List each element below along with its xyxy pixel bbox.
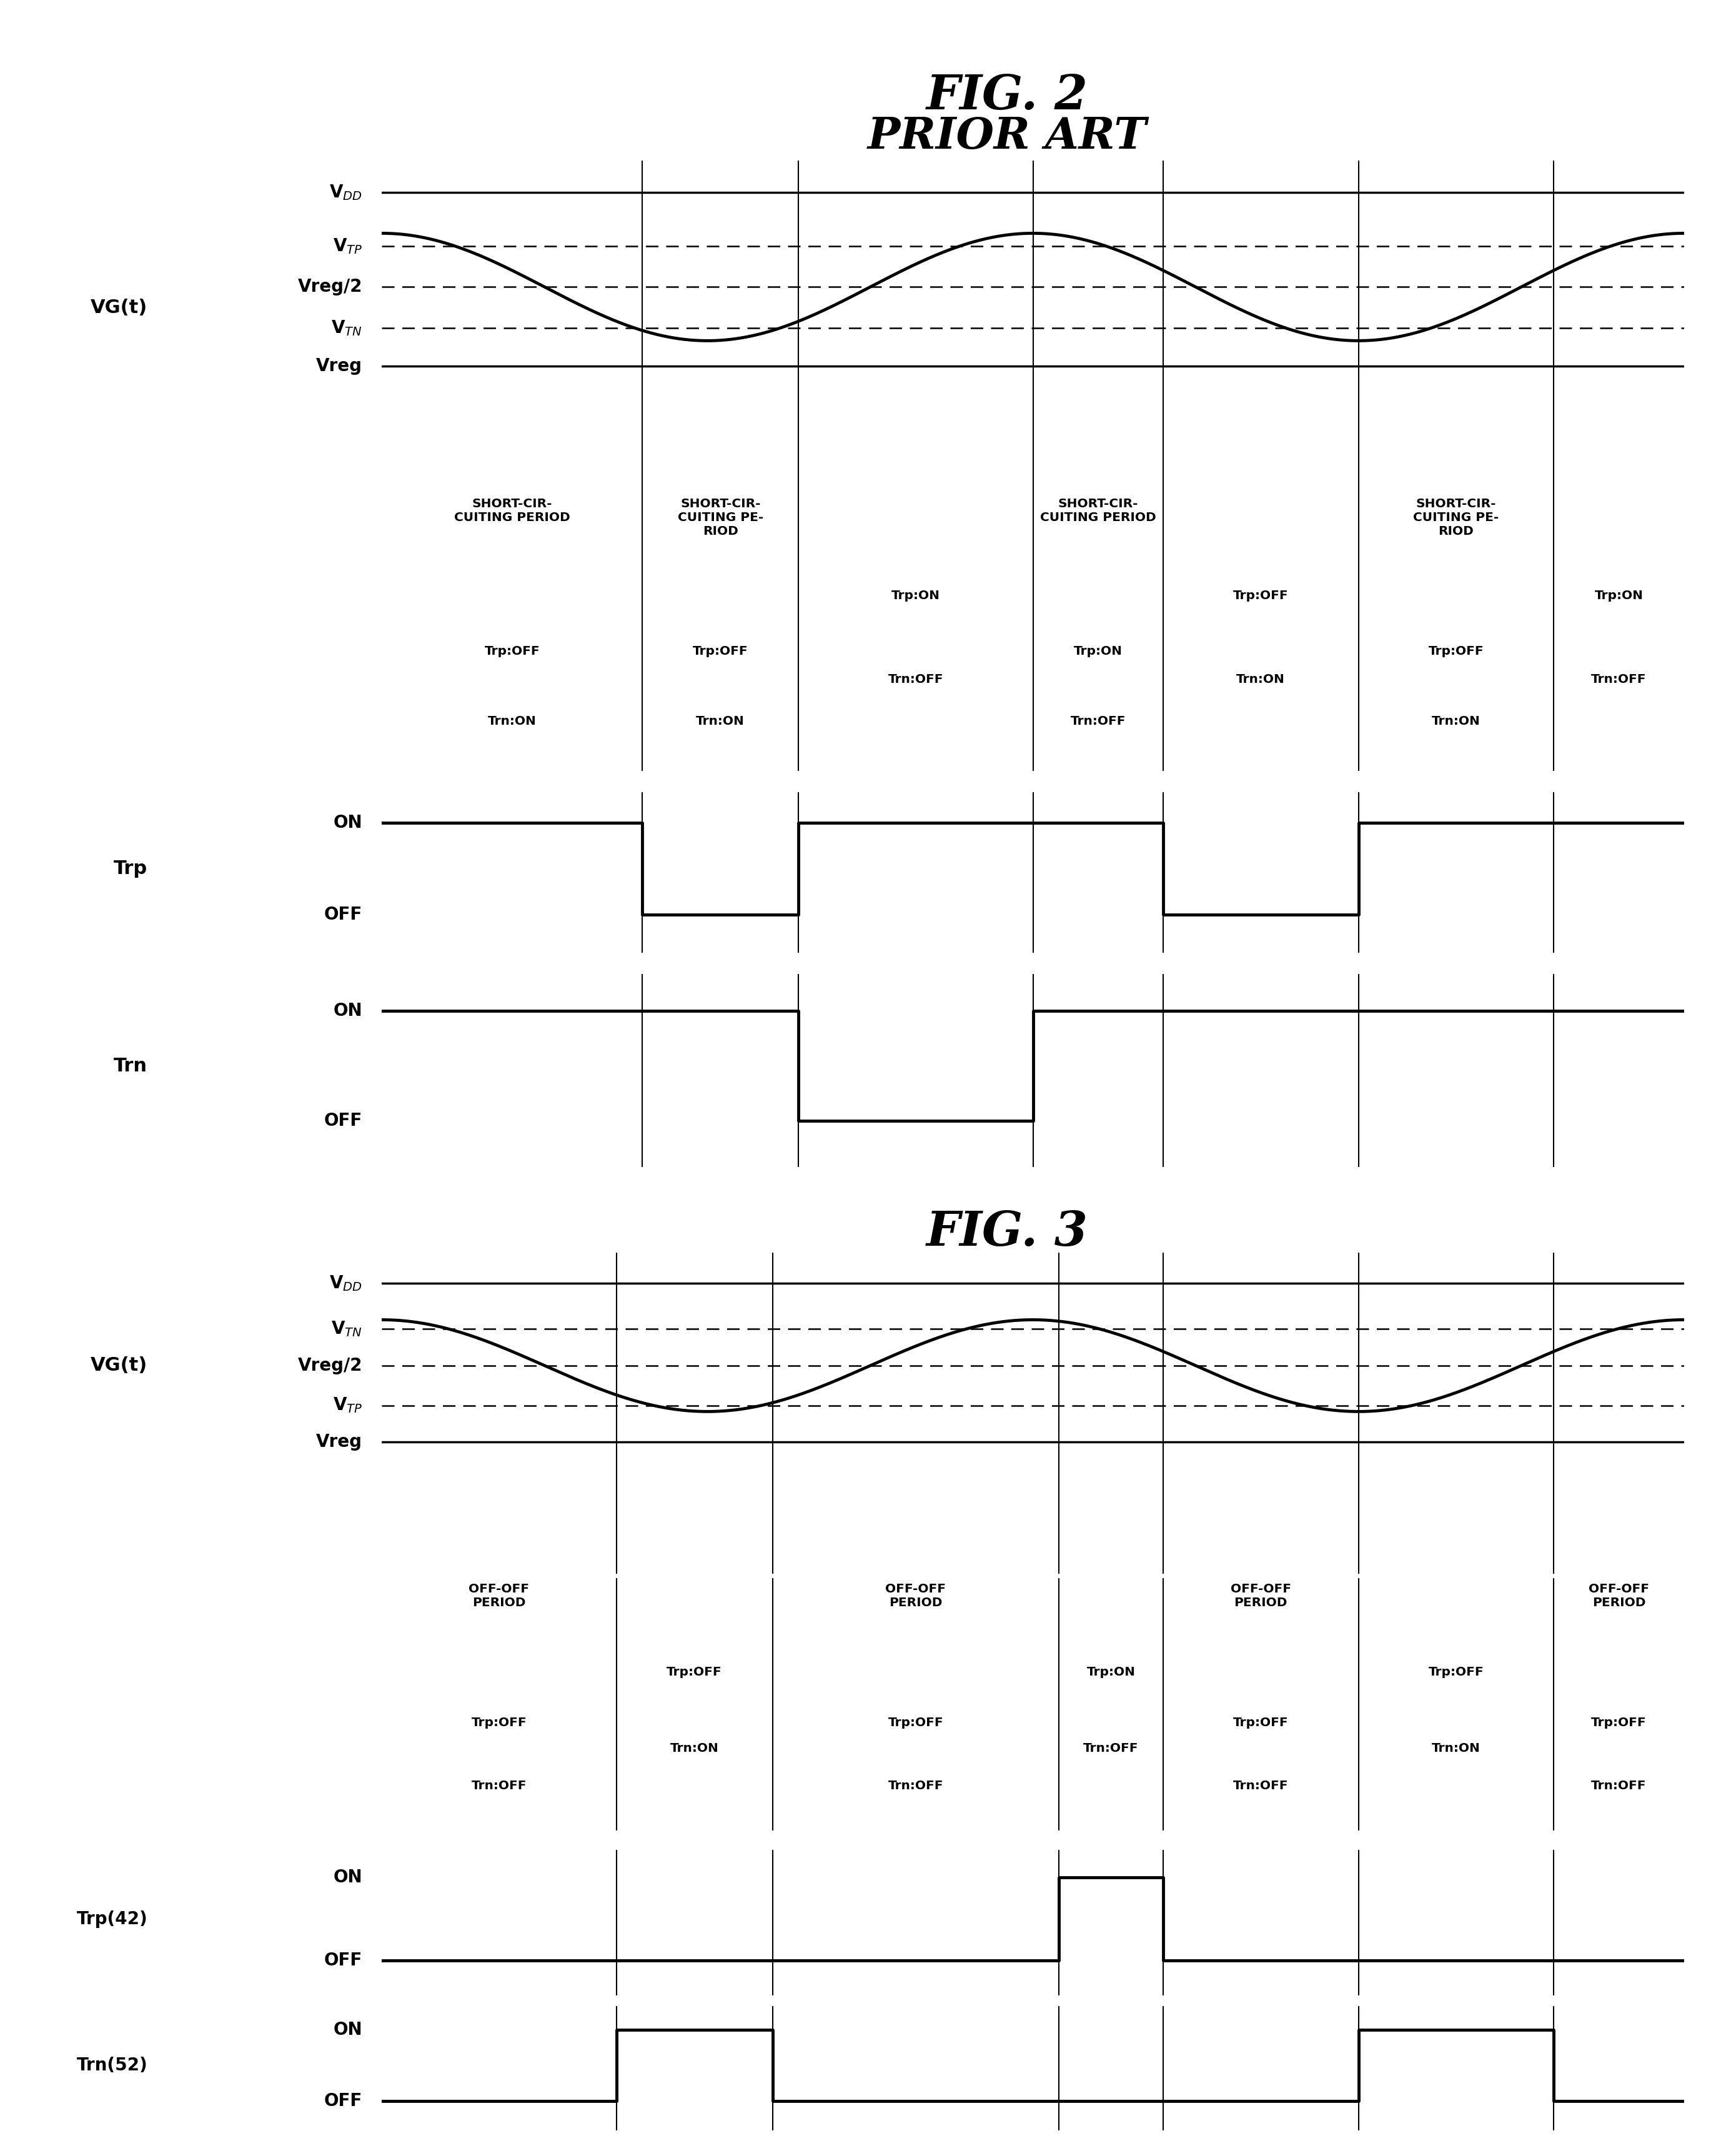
- Text: Trp(42): Trp(42): [76, 1910, 148, 1927]
- Text: SHORT-CIR-
CUITING PE-
RIOD: SHORT-CIR- CUITING PE- RIOD: [677, 499, 764, 537]
- Text: Trp:ON: Trp:ON: [1594, 589, 1644, 602]
- Text: OFF-OFF
PERIOD: OFF-OFF PERIOD: [1231, 1582, 1292, 1608]
- Text: Trp:OFF: Trp:OFF: [1233, 589, 1288, 602]
- Text: Trn:OFF: Trn:OFF: [1592, 1779, 1646, 1792]
- Text: Trp:OFF: Trp:OFF: [1429, 647, 1484, 657]
- Text: OFF: OFF: [325, 1111, 363, 1130]
- Text: OFF: OFF: [325, 1953, 363, 1970]
- Text: Trn(52): Trn(52): [76, 2058, 148, 2075]
- Text: Trn:OFF: Trn:OFF: [1083, 1743, 1139, 1753]
- Text: SHORT-CIR-
CUITING PE-
RIOD: SHORT-CIR- CUITING PE- RIOD: [1413, 499, 1498, 537]
- Text: Trn:OFF: Trn:OFF: [889, 1779, 943, 1792]
- Text: Trn:OFF: Trn:OFF: [472, 1779, 526, 1792]
- Text: ON: ON: [333, 2021, 363, 2038]
- Text: V$_{TP}$: V$_{TP}$: [333, 238, 363, 255]
- Text: Trn:ON: Trn:ON: [1432, 715, 1481, 728]
- Text: Trp: Trp: [115, 859, 148, 878]
- Text: SHORT-CIR-
CUITING PERIOD: SHORT-CIR- CUITING PERIOD: [1040, 499, 1156, 525]
- Text: ON: ON: [333, 814, 363, 831]
- Text: ON: ON: [333, 1002, 363, 1019]
- Text: Trp:OFF: Trp:OFF: [693, 647, 748, 657]
- Text: V$_{DD}$: V$_{DD}$: [330, 1274, 363, 1293]
- Text: Trn:ON: Trn:ON: [1236, 672, 1285, 685]
- Text: Trn:OFF: Trn:OFF: [1592, 672, 1646, 685]
- Text: V$_{TP}$: V$_{TP}$: [333, 1396, 363, 1415]
- Text: PRIOR ART: PRIOR ART: [868, 116, 1146, 158]
- Text: Trp:OFF: Trp:OFF: [889, 1717, 943, 1728]
- Text: Vreg/2: Vreg/2: [299, 278, 363, 295]
- Text: V$_{TN}$: V$_{TN}$: [332, 319, 363, 338]
- Text: Trp:OFF: Trp:OFF: [472, 1717, 526, 1728]
- Text: V$_{TN}$: V$_{TN}$: [332, 1319, 363, 1338]
- Text: OFF: OFF: [325, 2092, 363, 2109]
- Text: FIG. 3: FIG. 3: [925, 1210, 1088, 1257]
- Text: OFF-OFF
PERIOD: OFF-OFF PERIOD: [885, 1582, 946, 1608]
- Text: Trn:ON: Trn:ON: [696, 715, 745, 728]
- Text: Trn:OFF: Trn:OFF: [889, 672, 943, 685]
- Text: Trp:ON: Trp:ON: [1073, 647, 1123, 657]
- Text: Trp:OFF: Trp:OFF: [1592, 1717, 1646, 1728]
- Text: ON: ON: [333, 1869, 363, 1886]
- Text: Trn:OFF: Trn:OFF: [1071, 715, 1125, 728]
- Text: Trp:OFF: Trp:OFF: [484, 647, 540, 657]
- Text: Trp:ON: Trp:ON: [1087, 1666, 1135, 1679]
- Text: OFF-OFF
PERIOD: OFF-OFF PERIOD: [469, 1582, 529, 1608]
- Text: Trn:OFF: Trn:OFF: [1233, 1779, 1288, 1792]
- Text: Trp:OFF: Trp:OFF: [1429, 1666, 1484, 1679]
- Text: OFF-OFF
PERIOD: OFF-OFF PERIOD: [1588, 1582, 1649, 1608]
- Text: Trp:OFF: Trp:OFF: [667, 1666, 722, 1679]
- Text: FIG. 2: FIG. 2: [925, 73, 1088, 120]
- Text: Trn:ON: Trn:ON: [488, 715, 536, 728]
- Text: Vreg: Vreg: [316, 1432, 363, 1452]
- Text: VG(t): VG(t): [90, 1357, 148, 1375]
- Text: OFF: OFF: [325, 906, 363, 923]
- Text: VG(t): VG(t): [90, 298, 148, 317]
- Text: Trn:ON: Trn:ON: [670, 1743, 719, 1753]
- Text: Trp:OFF: Trp:OFF: [1233, 1717, 1288, 1728]
- Text: Vreg: Vreg: [316, 358, 363, 375]
- Text: SHORT-CIR-
CUITING PERIOD: SHORT-CIR- CUITING PERIOD: [455, 499, 569, 525]
- Text: Trn: Trn: [115, 1058, 148, 1075]
- Text: Trp:ON: Trp:ON: [891, 589, 941, 602]
- Text: Vreg/2: Vreg/2: [299, 1357, 363, 1375]
- Text: V$_{DD}$: V$_{DD}$: [330, 182, 363, 201]
- Text: Trn:ON: Trn:ON: [1432, 1743, 1481, 1753]
